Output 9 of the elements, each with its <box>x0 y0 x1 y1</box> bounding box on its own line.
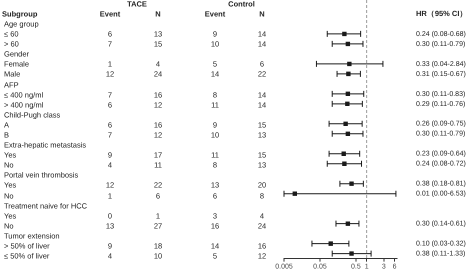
point <box>343 122 348 126</box>
point <box>346 221 350 226</box>
point <box>346 72 351 76</box>
point <box>328 241 333 246</box>
point <box>347 62 352 66</box>
point <box>346 92 350 96</box>
point <box>345 102 350 106</box>
point <box>346 42 350 46</box>
point <box>346 132 350 136</box>
